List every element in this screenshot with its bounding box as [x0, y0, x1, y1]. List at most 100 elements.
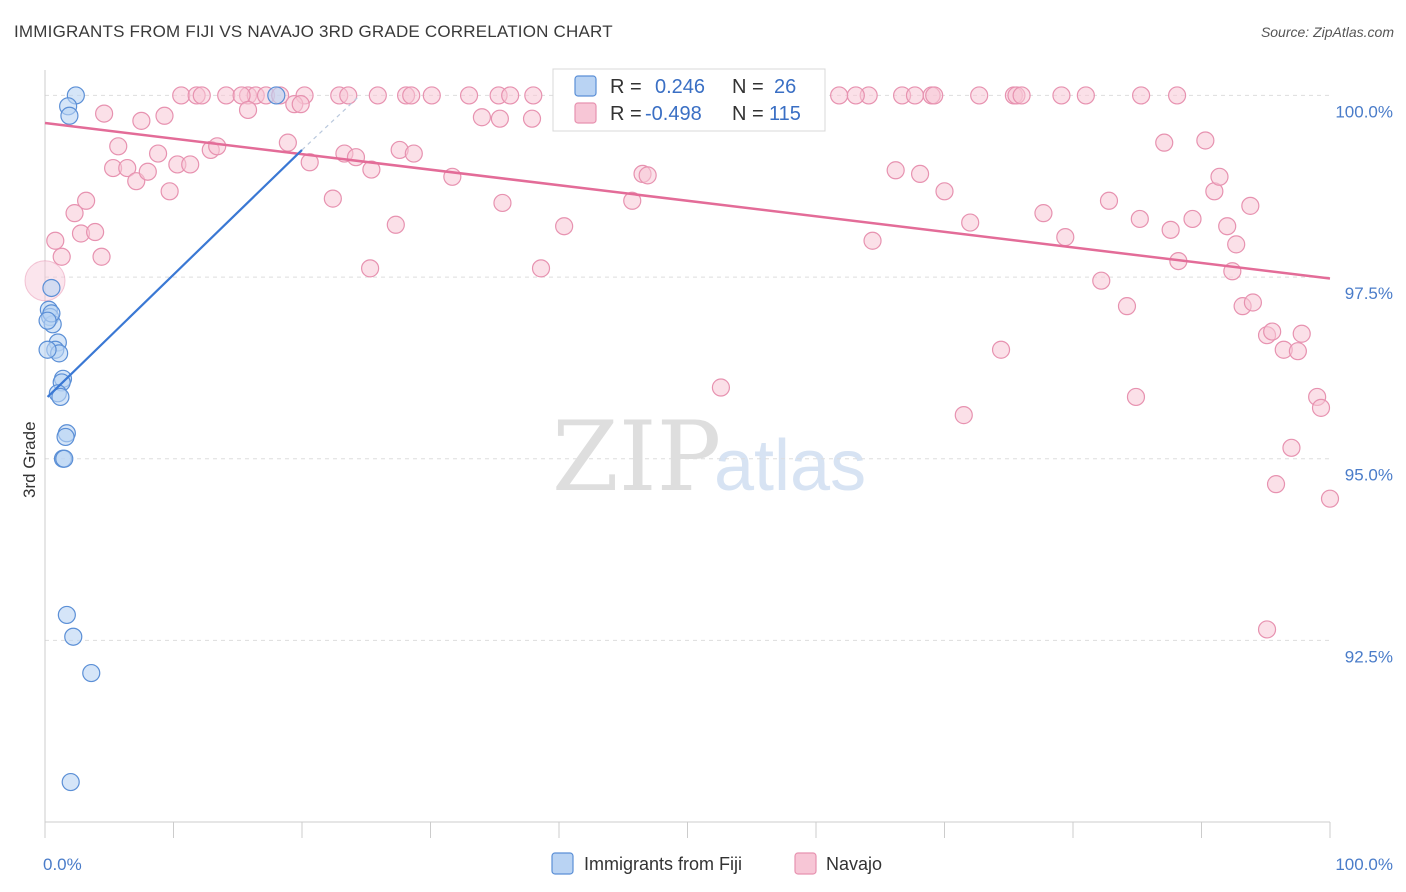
source-credit: Source: ZipAtlas.com: [1260, 24, 1394, 40]
navajo-point: [52, 247, 71, 266]
navajo-point: [46, 231, 65, 250]
navajo-point: [961, 213, 980, 232]
fiji-swatch: [574, 75, 597, 97]
navajo-point: [1155, 133, 1174, 152]
navajo-point: [493, 193, 512, 213]
navajo-point: [300, 153, 319, 172]
navajo-point: [501, 86, 520, 105]
fiji-n-value: 26: [774, 76, 796, 98]
navajo-point: [181, 155, 200, 174]
navajo-point: [65, 204, 84, 223]
navajo-point: [323, 189, 342, 208]
legend-navajo-label: Navajo: [826, 854, 882, 874]
y-tick-label: 100.0%: [1335, 102, 1393, 121]
legend-fiji-label: Immigrants from Fiji: [584, 854, 742, 874]
navajo-point: [1311, 398, 1331, 417]
navajo-point: [138, 162, 157, 181]
fiji-point: [38, 340, 57, 359]
navajo-point: [1056, 228, 1075, 247]
navajo-point: [402, 86, 421, 105]
legend-navajo-swatch: [794, 852, 817, 875]
navajo-point: [368, 86, 387, 105]
series-legend: Immigrants from Fiji Navajo: [551, 852, 882, 875]
navajo-point: [1218, 217, 1237, 236]
navajo-point: [95, 104, 114, 123]
navajo-point: [86, 222, 105, 242]
navajo-point: [109, 137, 128, 156]
navajo-point: [623, 191, 642, 210]
y-tick-label: 95.0%: [1345, 466, 1393, 485]
navajo-point: [148, 144, 168, 163]
fiji-trend-extension: [301, 94, 361, 151]
navajo-point: [459, 86, 479, 105]
navajo-point: [846, 86, 865, 105]
navajo-point: [192, 86, 211, 105]
navajo-point: [522, 109, 542, 128]
fiji-n-label: N =: [732, 76, 764, 98]
fiji-r-value: 0.246: [655, 76, 705, 98]
navajo-point: [172, 86, 191, 105]
zipatlas-watermark: ZIP atlas: [552, 401, 866, 513]
navajo-point: [925, 86, 944, 105]
navajo-point: [208, 137, 227, 156]
fiji-point: [61, 772, 80, 792]
axes: [44, 70, 1331, 838]
navajo-point: [1266, 475, 1286, 494]
navajo-point: [1132, 86, 1151, 105]
y-tick-label: 97.5%: [1345, 284, 1393, 303]
navajo-point: [1243, 293, 1263, 312]
navajo-point: [1292, 324, 1311, 343]
navajo-point: [422, 86, 441, 105]
gridlines: [45, 94, 1330, 641]
navajo-point: [291, 95, 310, 114]
navajo-point: [386, 215, 405, 234]
navajo-point: [1099, 191, 1119, 210]
legend-fiji-swatch: [551, 852, 574, 875]
navajo-point: [278, 133, 297, 152]
fiji-point: [57, 605, 76, 625]
navajo-point: [1167, 86, 1187, 105]
watermark-zip: ZIP: [552, 401, 721, 513]
navajo-point: [1210, 167, 1229, 186]
navajo-point: [1288, 342, 1307, 361]
fiji-point: [267, 86, 286, 105]
x-tick-label: 0.0%: [43, 855, 82, 874]
navajo-point: [1130, 209, 1149, 229]
navajo-r-value: -0.498: [645, 103, 702, 125]
navajo-point: [404, 144, 423, 163]
fiji-r-label: R =: [610, 76, 642, 98]
stats-legend: R = 0.246 N = 26 R = -0.498 N = 115: [552, 68, 826, 132]
y-axis-title: 3rd Grade: [20, 421, 39, 498]
navajo-point: [1034, 204, 1053, 223]
trend-lines: [44, 94, 1331, 398]
fiji-point: [38, 311, 57, 330]
navajo-point: [1092, 271, 1111, 290]
fiji-trend-line: [46, 149, 303, 398]
fiji-point: [64, 627, 83, 646]
fiji-point: [56, 427, 75, 447]
navajo-point: [132, 111, 151, 130]
navajo-point: [217, 86, 236, 105]
navajo-point: [160, 182, 179, 201]
navajo-point: [954, 406, 973, 425]
navajo-point: [1282, 438, 1301, 457]
navajo-point: [830, 86, 849, 105]
navajo-trend-line: [44, 121, 1331, 280]
navajo-point: [711, 378, 731, 397]
navajo-point: [531, 259, 551, 278]
navajo-point: [1227, 235, 1246, 254]
y-tick-labels: 92.5% 95.0% 97.5% 100.0%: [1335, 102, 1393, 666]
fiji-point: [55, 449, 74, 468]
navajo-point: [362, 160, 381, 179]
fiji-series: [38, 86, 286, 792]
x-tick-label: 100.0%: [1335, 855, 1393, 874]
navajo-point: [910, 164, 930, 183]
navajo-point: [1241, 196, 1260, 215]
fiji-point: [60, 106, 79, 125]
navajo-point: [524, 86, 543, 105]
chart-title: IMMIGRANTS FROM FIJI VS NAVAJO 3RD GRADE…: [14, 22, 613, 41]
navajo-swatch: [574, 102, 597, 124]
navajo-point: [886, 161, 905, 180]
navajo-point: [490, 109, 509, 128]
